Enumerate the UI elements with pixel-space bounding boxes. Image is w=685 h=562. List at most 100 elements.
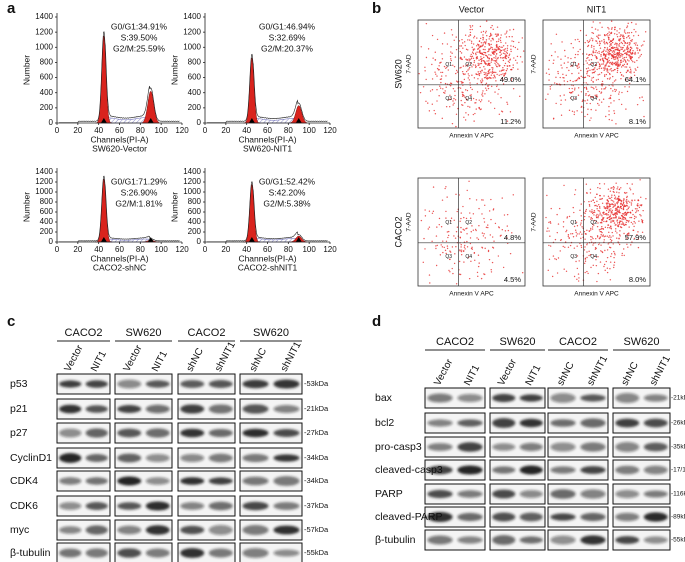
quadrant-label: Q4 xyxy=(465,96,472,102)
event-dot xyxy=(603,40,606,43)
event-dot xyxy=(622,57,624,60)
event-dot xyxy=(618,234,621,236)
event-dot xyxy=(570,57,572,60)
event-dot xyxy=(601,225,603,228)
event-dot xyxy=(436,67,439,70)
event-dot xyxy=(601,83,603,85)
event-dot xyxy=(613,252,616,255)
event-dot xyxy=(622,222,624,224)
event-dot xyxy=(629,49,631,51)
event-dot xyxy=(420,219,423,222)
event-dot xyxy=(554,258,556,260)
y-tick-label: 0 xyxy=(197,237,202,246)
lane-label: Vector xyxy=(122,343,145,374)
event-dot xyxy=(603,183,606,185)
event-dot xyxy=(626,47,628,49)
event-dot xyxy=(455,231,458,233)
event-dot xyxy=(609,45,611,47)
event-dot xyxy=(627,42,629,44)
event-dot xyxy=(615,228,617,230)
event-dot xyxy=(610,236,612,238)
event-dot xyxy=(577,273,580,275)
event-dot xyxy=(468,180,470,182)
event-dot xyxy=(472,64,474,66)
event-dot xyxy=(474,259,476,261)
event-dot xyxy=(618,53,620,56)
event-dot xyxy=(618,45,620,47)
event-dot xyxy=(612,46,614,48)
event-dot xyxy=(427,48,430,50)
event-dot xyxy=(583,86,586,89)
event-dot xyxy=(578,260,580,262)
event-dot xyxy=(610,67,612,70)
event-dot xyxy=(467,73,470,75)
event-dot xyxy=(599,261,602,263)
event-dot xyxy=(512,40,515,43)
event-dot xyxy=(455,246,457,248)
event-dot xyxy=(471,51,474,53)
x-tick-label: 0 xyxy=(203,126,208,135)
event-dot xyxy=(478,262,480,264)
event-dot xyxy=(500,46,502,48)
event-dot xyxy=(484,62,486,65)
event-dot xyxy=(579,48,581,51)
event-dot xyxy=(615,55,618,57)
event-dot xyxy=(627,47,630,50)
event-dot xyxy=(608,236,610,239)
event-dot xyxy=(605,86,607,88)
protein-band xyxy=(117,405,142,413)
plot-frame xyxy=(542,177,651,287)
event-dot xyxy=(614,58,617,60)
event-dot xyxy=(479,45,482,47)
s-phase-area xyxy=(104,117,151,124)
event-dot xyxy=(483,217,485,220)
event-dot xyxy=(603,74,606,76)
event-dot xyxy=(617,55,620,57)
event-dot xyxy=(601,250,603,253)
event-dot xyxy=(449,94,451,96)
event-dot xyxy=(601,215,603,217)
event-dot xyxy=(612,220,614,223)
event-dot xyxy=(622,200,624,202)
event-dot xyxy=(594,196,596,199)
event-dot xyxy=(591,228,594,230)
event-dot xyxy=(449,55,452,58)
event-dot xyxy=(637,203,639,205)
protein-band xyxy=(242,404,269,414)
event-dot xyxy=(574,189,577,191)
event-dot xyxy=(639,213,641,216)
event-dot xyxy=(493,71,496,74)
event-dot xyxy=(598,205,601,208)
event-dot xyxy=(479,62,481,65)
protein-band xyxy=(145,453,170,463)
event-dot xyxy=(635,31,637,33)
event-dot xyxy=(623,224,626,227)
event-dot xyxy=(508,35,511,38)
event-dot xyxy=(424,209,426,211)
event-dot xyxy=(615,46,617,49)
event-dot xyxy=(485,73,487,75)
protein-band xyxy=(208,548,233,558)
event-dot xyxy=(468,35,470,37)
event-dot xyxy=(557,56,559,58)
event-dot xyxy=(492,208,495,210)
event-dot xyxy=(599,187,601,190)
y-tick-label: 1000 xyxy=(35,187,53,196)
event-dot xyxy=(592,211,595,214)
event-dot xyxy=(635,42,637,44)
event-dot xyxy=(639,204,641,206)
event-dot xyxy=(627,69,629,71)
event-dot xyxy=(422,261,424,264)
event-dot xyxy=(442,251,444,254)
event-dot xyxy=(595,247,597,250)
event-dot xyxy=(620,199,623,202)
event-dot xyxy=(425,78,427,81)
event-dot xyxy=(621,215,624,217)
event-dot xyxy=(454,99,457,101)
event-dot xyxy=(549,235,551,237)
protein-band xyxy=(180,428,205,438)
blot-strip xyxy=(612,506,671,528)
event-dot xyxy=(587,67,590,69)
event-dot xyxy=(633,28,635,31)
event-dot xyxy=(497,40,500,42)
